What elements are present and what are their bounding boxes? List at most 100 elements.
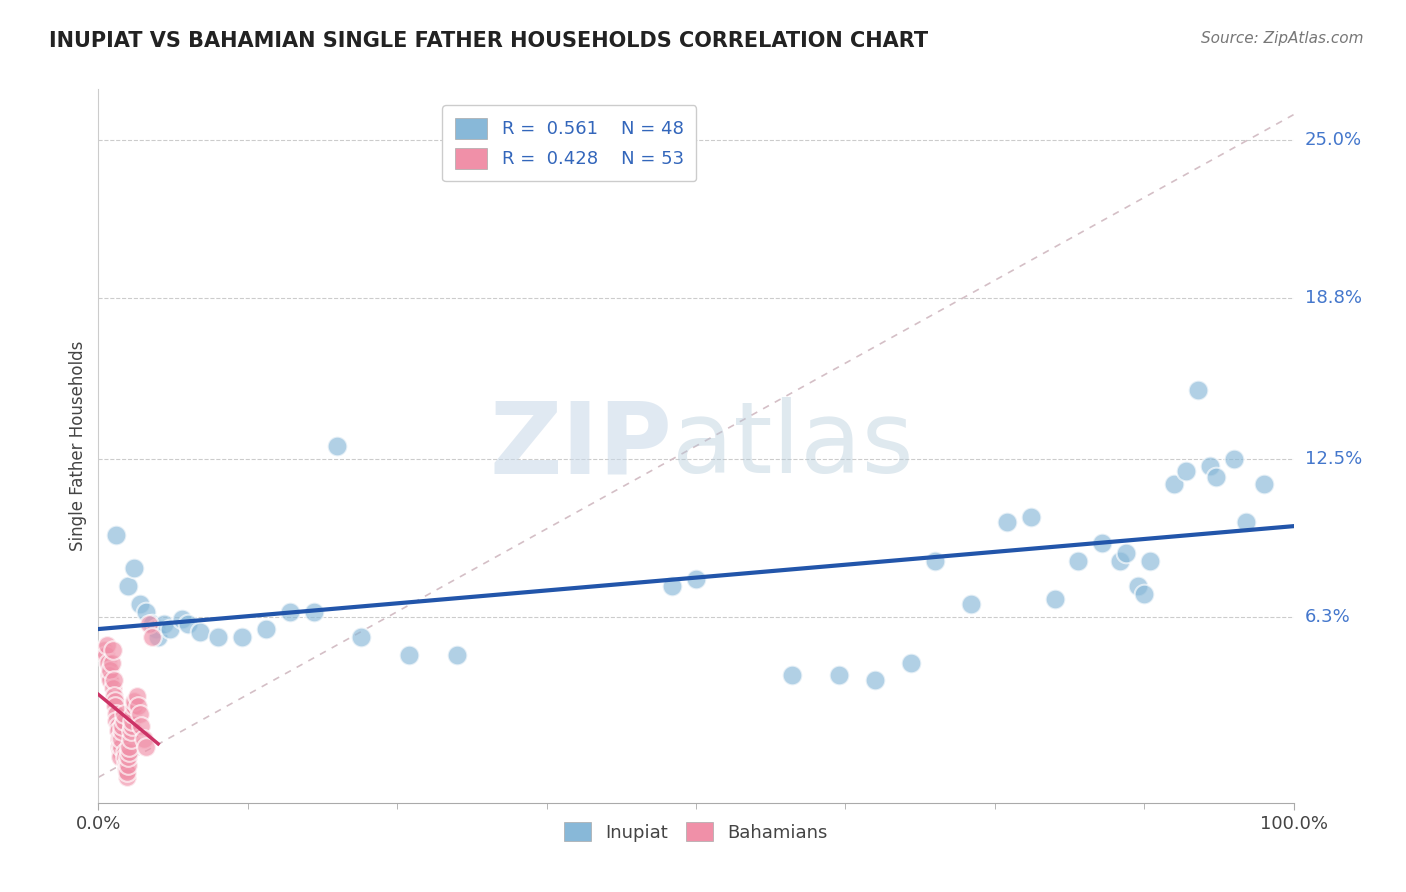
Y-axis label: Single Father Households: Single Father Households bbox=[69, 341, 87, 551]
Point bbox=[1043, 591, 1066, 606]
Point bbox=[1175, 465, 1198, 479]
Point bbox=[117, 579, 139, 593]
Point bbox=[94, 648, 117, 662]
Point bbox=[120, 732, 142, 747]
Point bbox=[97, 656, 120, 670]
Point bbox=[135, 605, 157, 619]
Text: INUPIAT VS BAHAMIAN SINGLE FATHER HOUSEHOLDS CORRELATION CHART: INUPIAT VS BAHAMIAN SINGLE FATHER HOUSEH… bbox=[49, 31, 928, 51]
Point bbox=[103, 689, 125, 703]
Point bbox=[112, 706, 135, 721]
Point bbox=[110, 732, 132, 747]
Point bbox=[115, 763, 138, 777]
Point bbox=[107, 739, 129, 754]
Point bbox=[121, 714, 143, 729]
Point bbox=[207, 630, 229, 644]
Point bbox=[1019, 510, 1042, 524]
Point bbox=[108, 745, 131, 759]
Point bbox=[1109, 554, 1132, 568]
Text: ZIP: ZIP bbox=[489, 398, 672, 494]
Point bbox=[101, 643, 124, 657]
Point bbox=[1128, 579, 1150, 593]
Point bbox=[111, 724, 134, 739]
Point bbox=[159, 623, 181, 637]
Point bbox=[1199, 459, 1222, 474]
Point bbox=[1253, 477, 1275, 491]
Point bbox=[114, 750, 136, 764]
Point bbox=[350, 630, 373, 644]
Point bbox=[124, 561, 146, 575]
Point bbox=[1139, 554, 1161, 568]
Point bbox=[1223, 451, 1246, 466]
Point bbox=[107, 732, 129, 747]
Point bbox=[1067, 554, 1090, 568]
Point bbox=[145, 623, 167, 637]
Point bbox=[115, 770, 138, 784]
Text: 18.8%: 18.8% bbox=[1305, 289, 1361, 307]
Point bbox=[995, 516, 1018, 530]
Point bbox=[115, 757, 138, 772]
Point bbox=[685, 572, 707, 586]
Point bbox=[138, 617, 160, 632]
Legend: Inupiat, Bahamians: Inupiat, Bahamians bbox=[555, 814, 837, 851]
Point bbox=[117, 750, 139, 764]
Point bbox=[398, 648, 420, 662]
Point bbox=[98, 673, 122, 688]
Point bbox=[107, 719, 129, 733]
Point bbox=[1234, 516, 1257, 530]
Point bbox=[105, 714, 128, 729]
Point bbox=[780, 668, 803, 682]
Point bbox=[104, 698, 127, 713]
Text: 25.0%: 25.0% bbox=[1305, 131, 1362, 149]
Point bbox=[135, 739, 157, 754]
Point bbox=[112, 714, 135, 729]
Point bbox=[105, 706, 128, 721]
Point bbox=[117, 757, 139, 772]
Point bbox=[114, 745, 136, 759]
Point bbox=[98, 663, 122, 677]
Point bbox=[900, 656, 922, 670]
Point bbox=[661, 579, 683, 593]
Point bbox=[302, 605, 325, 619]
Point bbox=[148, 630, 170, 644]
Point bbox=[254, 623, 277, 637]
Point bbox=[153, 617, 176, 632]
Point bbox=[118, 739, 141, 754]
Point bbox=[865, 673, 887, 688]
Point bbox=[1187, 383, 1209, 397]
Point bbox=[278, 605, 301, 619]
Point bbox=[188, 625, 211, 640]
Point bbox=[125, 689, 148, 703]
Point bbox=[104, 694, 127, 708]
Point bbox=[924, 554, 946, 568]
Point bbox=[127, 698, 149, 713]
Point bbox=[129, 597, 152, 611]
Text: 12.5%: 12.5% bbox=[1305, 450, 1362, 467]
Point bbox=[108, 750, 131, 764]
Point bbox=[1205, 469, 1227, 483]
Point bbox=[172, 612, 194, 626]
Point bbox=[131, 719, 153, 733]
Point bbox=[105, 528, 128, 542]
Point bbox=[115, 765, 138, 780]
Point bbox=[828, 668, 851, 682]
Point bbox=[326, 439, 349, 453]
Point bbox=[121, 719, 143, 733]
Point bbox=[107, 724, 129, 739]
Point bbox=[103, 673, 125, 688]
Point bbox=[98, 668, 121, 682]
Point bbox=[141, 630, 163, 644]
Point bbox=[132, 732, 155, 747]
Point bbox=[101, 681, 124, 695]
Point bbox=[129, 706, 152, 721]
Point bbox=[122, 706, 145, 721]
Point bbox=[177, 617, 200, 632]
Point bbox=[960, 597, 983, 611]
Point bbox=[141, 617, 163, 632]
Point bbox=[120, 724, 142, 739]
Point bbox=[124, 694, 146, 708]
Point bbox=[100, 656, 122, 670]
Point bbox=[111, 719, 134, 733]
Point bbox=[110, 739, 132, 754]
Text: 6.3%: 6.3% bbox=[1305, 607, 1350, 626]
Point bbox=[96, 638, 118, 652]
